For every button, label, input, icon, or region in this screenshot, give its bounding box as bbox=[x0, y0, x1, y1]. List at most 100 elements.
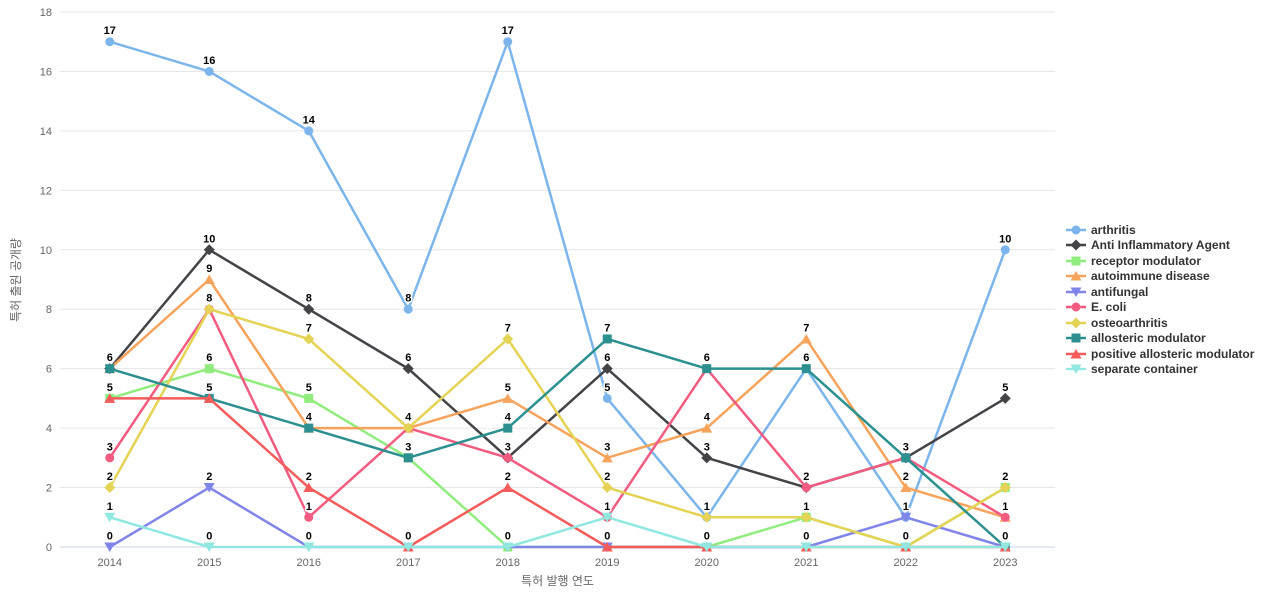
data-point[interactable] bbox=[801, 483, 811, 493]
legend-label: antifungal bbox=[1091, 284, 1149, 299]
data-point[interactable] bbox=[304, 512, 314, 522]
data-point[interactable] bbox=[203, 393, 215, 403]
data-point[interactable] bbox=[701, 423, 713, 433]
legend-item-osteoarthritis[interactable]: osteoarthritis bbox=[1066, 315, 1254, 331]
data-label: 3 bbox=[107, 441, 113, 453]
data-point[interactable] bbox=[601, 452, 613, 463]
data-label: 0 bbox=[803, 531, 809, 543]
data-label: 0 bbox=[604, 531, 610, 543]
data-point[interactable] bbox=[503, 37, 513, 47]
data-point[interactable] bbox=[203, 274, 215, 285]
legend-item-anti-inflammatory-agent[interactable]: Anti Inflammatory Agent bbox=[1066, 238, 1254, 254]
series-line bbox=[108, 397, 1007, 549]
data-point[interactable] bbox=[303, 482, 315, 493]
data-point[interactable] bbox=[701, 511, 713, 523]
data-point[interactable] bbox=[602, 334, 612, 344]
data-label: 0 bbox=[405, 531, 411, 543]
data-point[interactable] bbox=[901, 453, 911, 463]
data-point[interactable] bbox=[403, 453, 413, 463]
legend-label: Anti Inflammatory Agent bbox=[1091, 238, 1230, 253]
data-point[interactable] bbox=[800, 333, 812, 344]
x-tick-label: 2020 bbox=[695, 557, 719, 569]
data-point[interactable] bbox=[104, 512, 116, 523]
data-point[interactable] bbox=[900, 512, 912, 523]
series-autoimmune-disease bbox=[104, 274, 1011, 522]
data-point[interactable] bbox=[105, 453, 115, 463]
data-label: 2 bbox=[505, 471, 511, 483]
data-point[interactable] bbox=[502, 542, 514, 553]
legend-item-antifungal[interactable]: antifungal bbox=[1066, 284, 1254, 300]
data-point[interactable] bbox=[502, 482, 514, 493]
data-point[interactable] bbox=[402, 542, 414, 553]
diamond-marker-icon bbox=[1066, 317, 1086, 329]
legend-marker-shape bbox=[1070, 271, 1082, 281]
data-label: 7 bbox=[505, 322, 511, 334]
legend-item-e-coli[interactable]: E. coli bbox=[1066, 300, 1254, 316]
data-point[interactable] bbox=[502, 333, 514, 345]
data-point[interactable] bbox=[204, 364, 214, 374]
data-point[interactable] bbox=[303, 303, 315, 315]
data-point[interactable] bbox=[104, 393, 116, 403]
data-point[interactable] bbox=[701, 452, 713, 464]
data-point[interactable] bbox=[999, 482, 1011, 494]
data-point[interactable] bbox=[503, 453, 513, 463]
data-point[interactable] bbox=[900, 482, 912, 493]
data-point[interactable] bbox=[900, 542, 912, 553]
data-point[interactable] bbox=[105, 364, 115, 374]
x-tick-label: 2021 bbox=[794, 557, 818, 569]
legend-marker-shape bbox=[1071, 333, 1081, 343]
x-tick-label: 2023 bbox=[993, 557, 1017, 569]
data-point[interactable] bbox=[601, 482, 613, 494]
data-point[interactable] bbox=[701, 542, 713, 553]
data-label: 6 bbox=[704, 352, 710, 364]
series-line bbox=[108, 40, 1007, 519]
legend-label: autoimmune disease bbox=[1091, 269, 1210, 284]
data-point[interactable] bbox=[999, 392, 1011, 404]
legend-item-separate-container[interactable]: separate container bbox=[1066, 362, 1254, 378]
data-point[interactable] bbox=[105, 37, 115, 47]
data-label: 3 bbox=[505, 441, 511, 453]
data-point[interactable] bbox=[304, 393, 314, 403]
data-point[interactable] bbox=[304, 423, 314, 433]
legend-item-positive-allosteric-modulator[interactable]: positive allosteric modulator bbox=[1066, 346, 1254, 362]
data-point[interactable] bbox=[304, 126, 314, 136]
data-point[interactable] bbox=[601, 363, 613, 375]
triangle-marker-icon bbox=[1066, 271, 1086, 281]
legend-item-arthritis[interactable]: arthritis bbox=[1066, 222, 1254, 238]
data-point[interactable] bbox=[402, 422, 414, 434]
legend-label: positive allosteric modulator bbox=[1091, 346, 1255, 361]
data-point[interactable] bbox=[601, 542, 613, 552]
data-point[interactable] bbox=[104, 542, 116, 553]
data-point[interactable] bbox=[602, 393, 612, 403]
data-point[interactable] bbox=[303, 333, 315, 345]
data-point[interactable] bbox=[203, 303, 215, 315]
data-point[interactable] bbox=[104, 482, 116, 494]
data-point[interactable] bbox=[800, 542, 812, 553]
data-label: 0 bbox=[206, 531, 212, 543]
data-point[interactable] bbox=[502, 393, 514, 403]
data-point[interactable] bbox=[203, 483, 215, 493]
data-point[interactable] bbox=[203, 244, 215, 256]
legend-item-autoimmune-disease[interactable]: autoimmune disease bbox=[1066, 269, 1254, 285]
data-point[interactable] bbox=[204, 66, 214, 76]
data-point[interactable] bbox=[601, 512, 613, 523]
data-point[interactable] bbox=[999, 542, 1011, 553]
data-point[interactable] bbox=[702, 364, 712, 374]
square-marker-icon bbox=[1066, 256, 1086, 266]
data-point[interactable] bbox=[503, 423, 513, 433]
data-label: 5 bbox=[604, 382, 610, 394]
data-point[interactable] bbox=[203, 542, 215, 553]
data-point[interactable] bbox=[800, 511, 812, 523]
data-point[interactable] bbox=[403, 304, 413, 314]
legend-item-receptor-modulator[interactable]: receptor modulator bbox=[1066, 253, 1254, 269]
data-label: 8 bbox=[306, 293, 312, 305]
data-point[interactable] bbox=[1000, 245, 1010, 255]
legend-item-allosteric-modulator[interactable]: allosteric modulator bbox=[1066, 331, 1254, 347]
data-point[interactable] bbox=[1000, 512, 1010, 522]
series-separate-container bbox=[104, 512, 1011, 553]
diamond-marker-icon bbox=[1066, 239, 1086, 251]
circle-marker-icon bbox=[1066, 302, 1086, 312]
data-point[interactable] bbox=[303, 542, 315, 553]
data-point[interactable] bbox=[801, 364, 811, 374]
data-point[interactable] bbox=[402, 363, 414, 375]
